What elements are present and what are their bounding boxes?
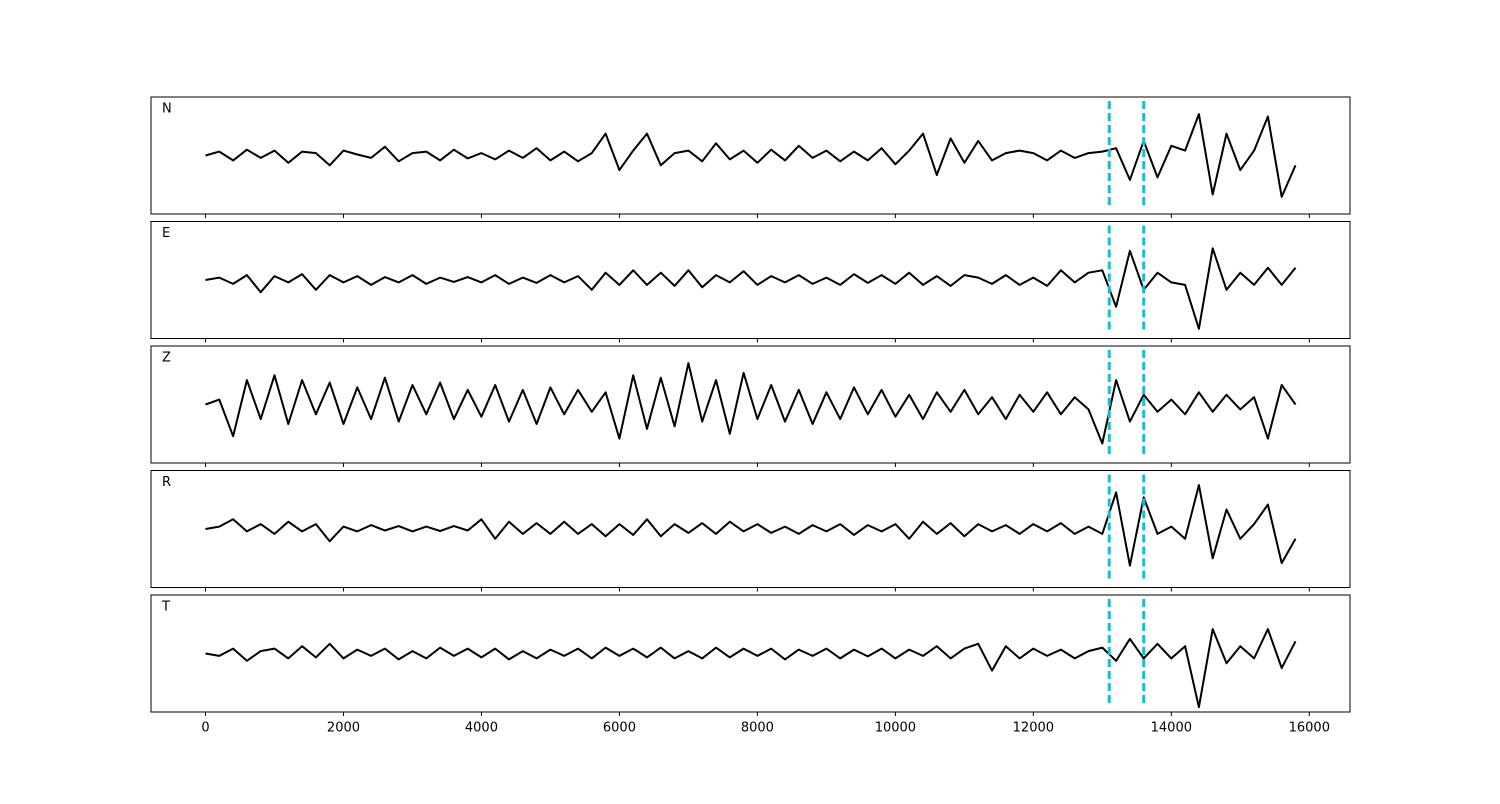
trace	[205, 247, 1297, 330]
panel-frame	[150, 594, 1351, 713]
trace	[205, 362, 1297, 445]
x-tick-label: 2000	[327, 721, 360, 736]
panel-frame	[150, 345, 1351, 464]
x-tick-label: 16000	[1289, 721, 1330, 736]
panel-label: Z	[162, 351, 171, 366]
trace	[205, 113, 1297, 198]
panel-frame	[150, 470, 1351, 588]
panel-frame	[150, 96, 1351, 215]
x-tick-label: 0	[201, 721, 209, 736]
trace	[205, 484, 1297, 567]
panel-label: N	[162, 102, 172, 117]
trace	[205, 628, 1297, 709]
panel-label: E	[162, 226, 170, 241]
x-tick-label: 10000	[875, 721, 916, 736]
x-tick-label: 4000	[465, 721, 498, 736]
x-tick-label: 14000	[1151, 721, 1192, 736]
panel-label: R	[162, 475, 171, 490]
x-tick-label: 8000	[741, 721, 774, 736]
x-tick-label: 12000	[1013, 721, 1054, 736]
x-tick-label: 6000	[603, 721, 636, 736]
panel-frame	[150, 221, 1351, 339]
panel-label: T	[161, 600, 170, 615]
